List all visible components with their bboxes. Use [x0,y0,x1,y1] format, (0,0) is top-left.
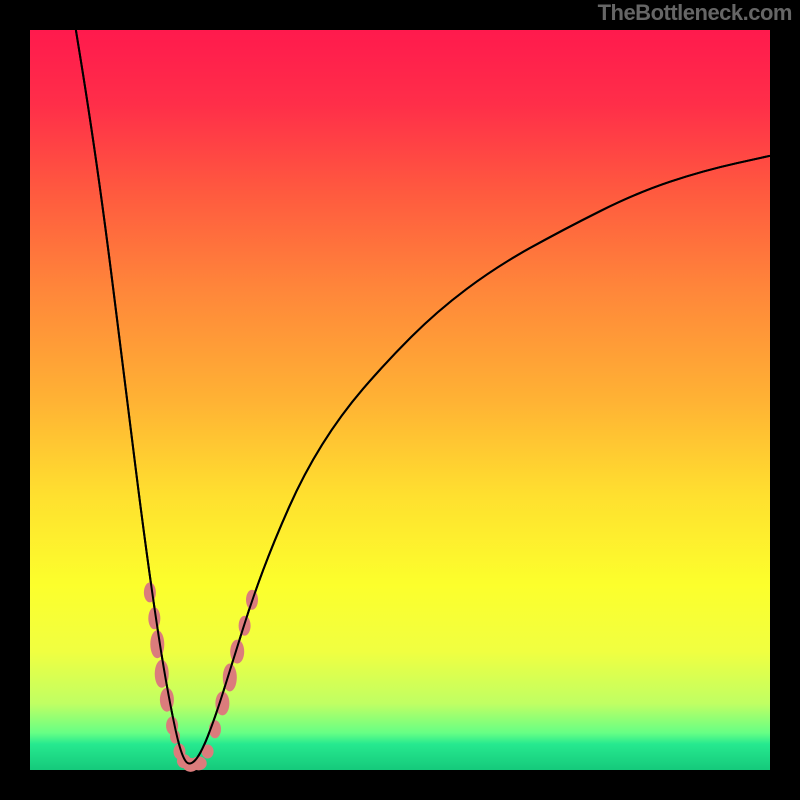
watermark-text: TheBottleneck.com [598,0,792,26]
bottleneck-curve-overlay [76,30,770,764]
curve-marker [191,756,207,770]
chart-plot [0,0,800,800]
bottleneck-curve [76,30,770,764]
chart-container: TheBottleneck.com [0,0,800,800]
curve-markers [144,582,258,771]
